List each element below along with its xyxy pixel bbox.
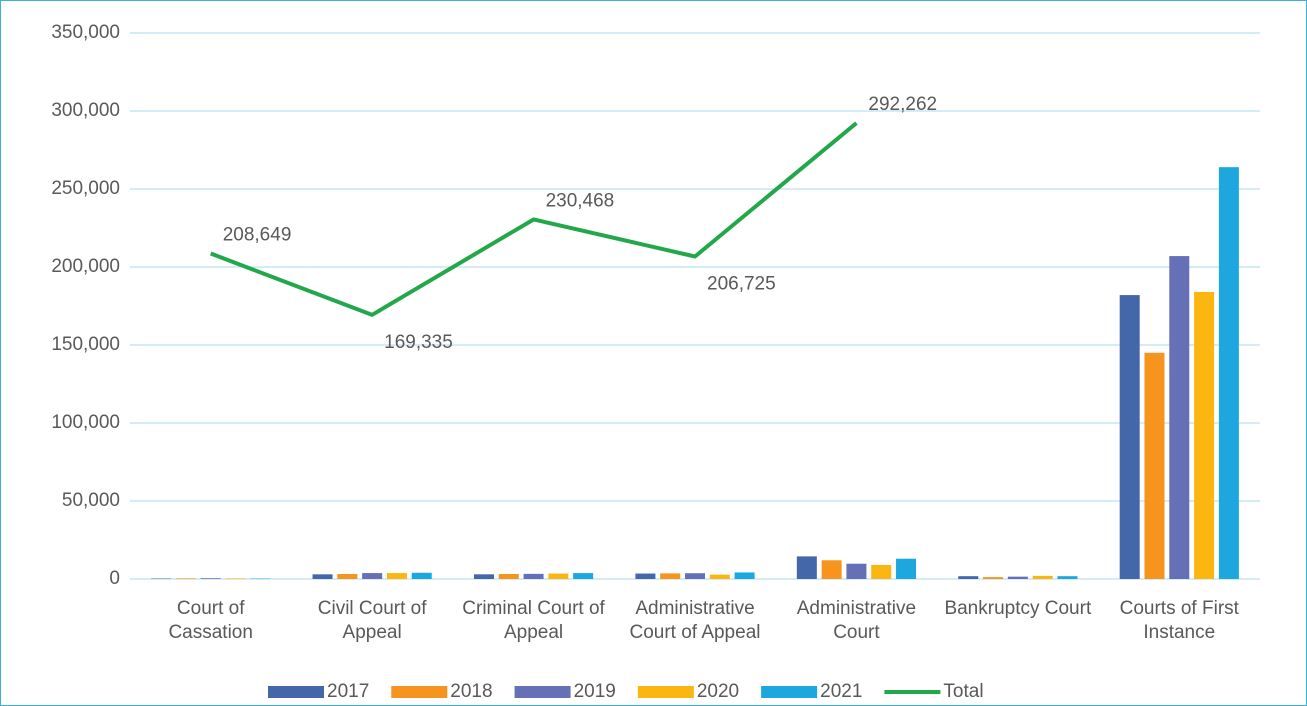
bar — [709, 574, 730, 579]
bar — [660, 573, 681, 579]
bar — [1032, 575, 1053, 579]
x-tick-label: Administrative Court — [796, 598, 917, 643]
bar — [573, 573, 594, 579]
data-label: 169,335 — [384, 332, 453, 353]
bar — [362, 573, 383, 579]
legend-swatch — [391, 686, 448, 698]
bar — [411, 572, 432, 579]
x-tick-label: Administrative Court of Appeal — [629, 598, 761, 643]
bar — [635, 573, 656, 579]
line — [210, 121, 858, 317]
legend-label: 2017 — [327, 681, 369, 702]
legend-label: 2020 — [697, 681, 739, 702]
bar — [821, 560, 842, 579]
bar — [1218, 167, 1239, 579]
x-tick-label: Bankruptcy Court — [944, 598, 1092, 619]
bar — [337, 574, 358, 579]
legend-label: 2019 — [574, 681, 616, 702]
y-tick-label: 300,000 — [51, 100, 120, 121]
bar — [312, 574, 333, 579]
bar — [1144, 352, 1165, 579]
legend-swatch — [268, 686, 324, 698]
bar — [685, 573, 705, 579]
bar — [1169, 256, 1190, 579]
bar — [498, 574, 519, 579]
y-tick-label: 100,000 — [51, 412, 120, 433]
y-tick-label: 150,000 — [51, 334, 120, 355]
legend-label: 2018 — [450, 681, 492, 702]
bar — [1057, 576, 1078, 579]
legend-swatch — [514, 686, 571, 698]
data-label: 206,725 — [707, 274, 776, 295]
bar — [871, 564, 892, 579]
x-tick-label: Criminal Court of Appeal — [462, 598, 605, 643]
bar — [1194, 291, 1215, 579]
bar — [1119, 295, 1140, 579]
bar — [1007, 576, 1028, 579]
y-tick-label: 350,000 — [51, 22, 120, 43]
legend-swatch — [761, 686, 818, 698]
legend-label: 2021 — [820, 681, 862, 702]
bar — [200, 578, 221, 579]
bar — [175, 578, 196, 579]
x-tick-label: Court of Cassation — [168, 598, 253, 643]
data-label: 292,262 — [868, 94, 937, 115]
x-tick-label: Courts of First Instance — [1119, 598, 1239, 643]
bar — [846, 563, 867, 579]
bar — [523, 573, 544, 579]
bar — [548, 573, 569, 579]
data-label: 208,649 — [223, 225, 292, 246]
data-label: 230,468 — [546, 190, 615, 211]
legend-swatch — [637, 686, 694, 698]
bar — [473, 574, 494, 579]
bar — [983, 577, 1004, 579]
bar — [734, 572, 755, 579]
bar — [225, 578, 246, 579]
bar — [796, 556, 817, 579]
x-tick-label: Civil Court of Appeal — [317, 598, 427, 643]
bar — [386, 573, 407, 579]
bar — [896, 558, 917, 579]
bar — [958, 576, 979, 579]
y-tick-label: 250,000 — [51, 178, 120, 199]
y-tick-label: 200,000 — [51, 256, 120, 277]
y-tick-label: 0 — [109, 568, 120, 589]
y-tick-label: 50,000 — [62, 490, 120, 511]
legend-label: Total — [943, 681, 983, 702]
